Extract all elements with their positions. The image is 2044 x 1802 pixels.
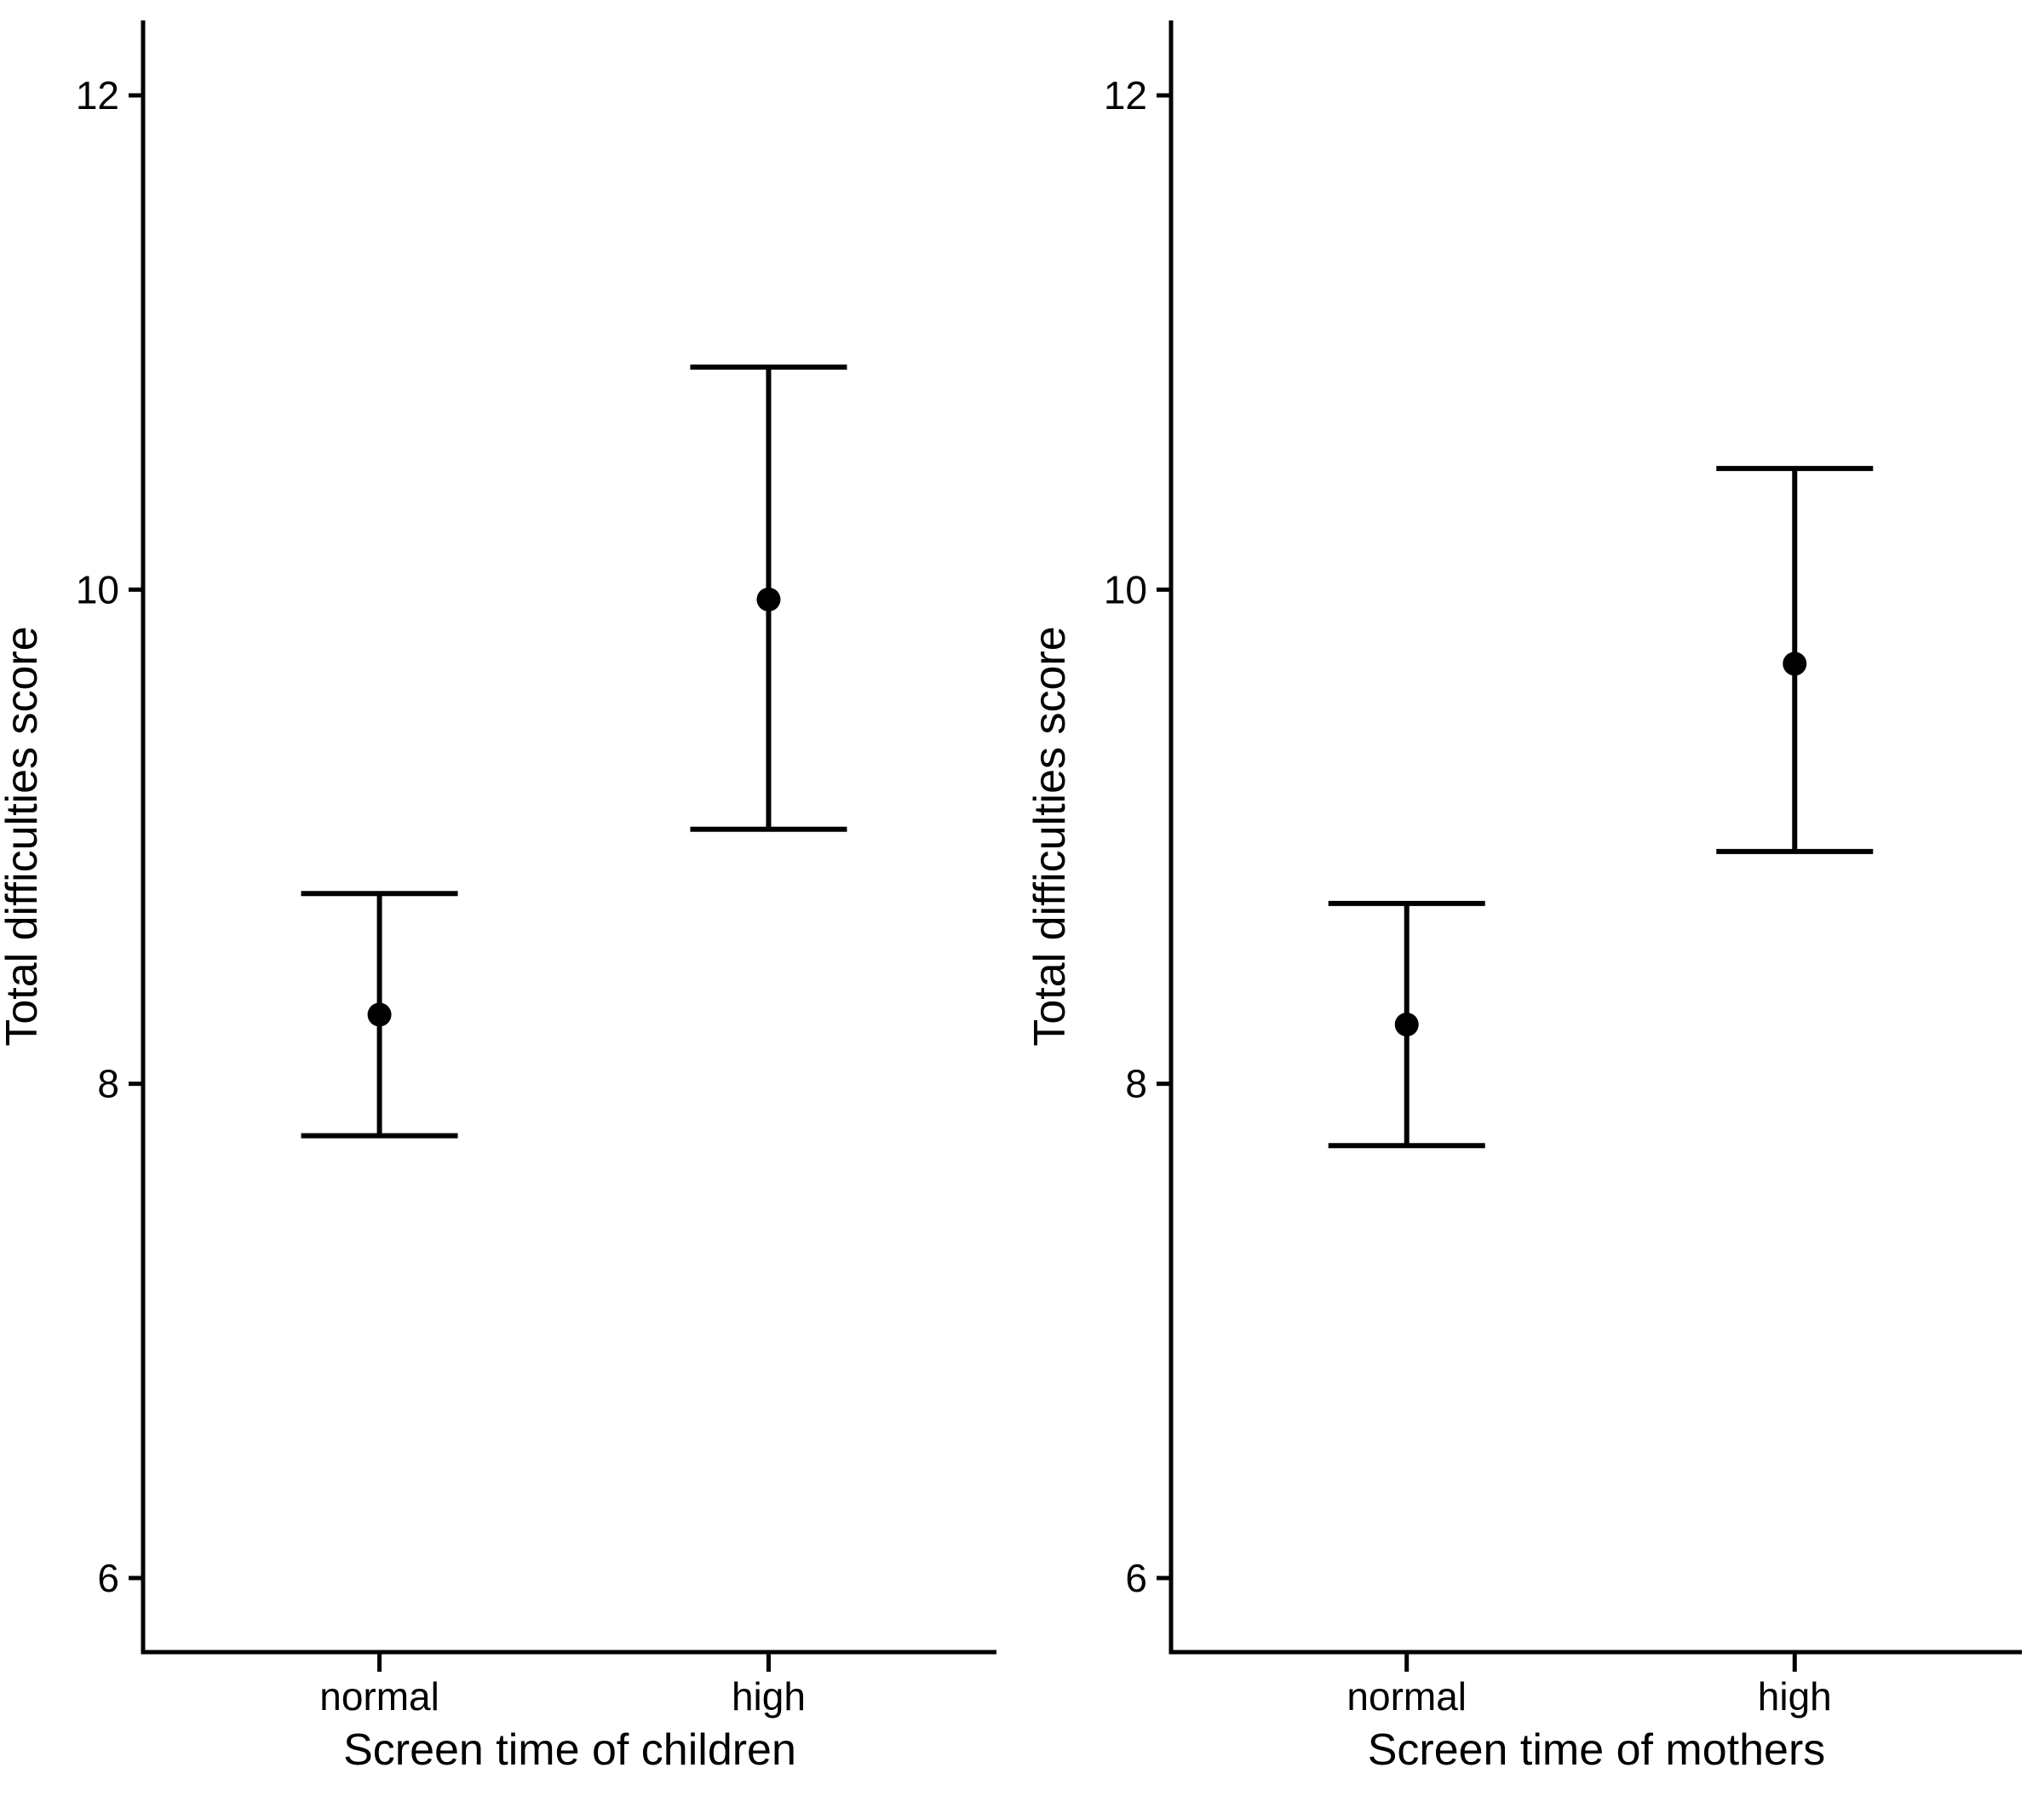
x-category-label: high	[1758, 1674, 1832, 1719]
y-tick-label: 12	[1104, 73, 1147, 118]
y-axis-title: Total difficulties score	[1025, 626, 1075, 1046]
y-tick-label: 10	[1104, 567, 1147, 611]
mean-point	[756, 587, 781, 611]
y-axis-title: Total difficulties score	[0, 626, 47, 1046]
x-category-label: normal	[319, 1674, 439, 1719]
mean-point	[1394, 1013, 1419, 1037]
y-tick-label: 8	[1125, 1062, 1147, 1106]
y-tick-label: 6	[1125, 1556, 1147, 1600]
x-category-label: high	[732, 1674, 806, 1719]
mean-point	[1783, 651, 1807, 676]
y-tick-label: 8	[97, 1062, 119, 1106]
x-axis-title: Screen time of children	[343, 1725, 796, 1775]
mean-point	[367, 1002, 392, 1027]
x-axis-title: Screen time of mothers	[1368, 1725, 1826, 1775]
y-tick-label: 10	[76, 567, 119, 611]
x-category-label: normal	[1346, 1674, 1467, 1719]
y-tick-label: 6	[97, 1556, 119, 1600]
y-tick-label: 12	[76, 73, 119, 118]
